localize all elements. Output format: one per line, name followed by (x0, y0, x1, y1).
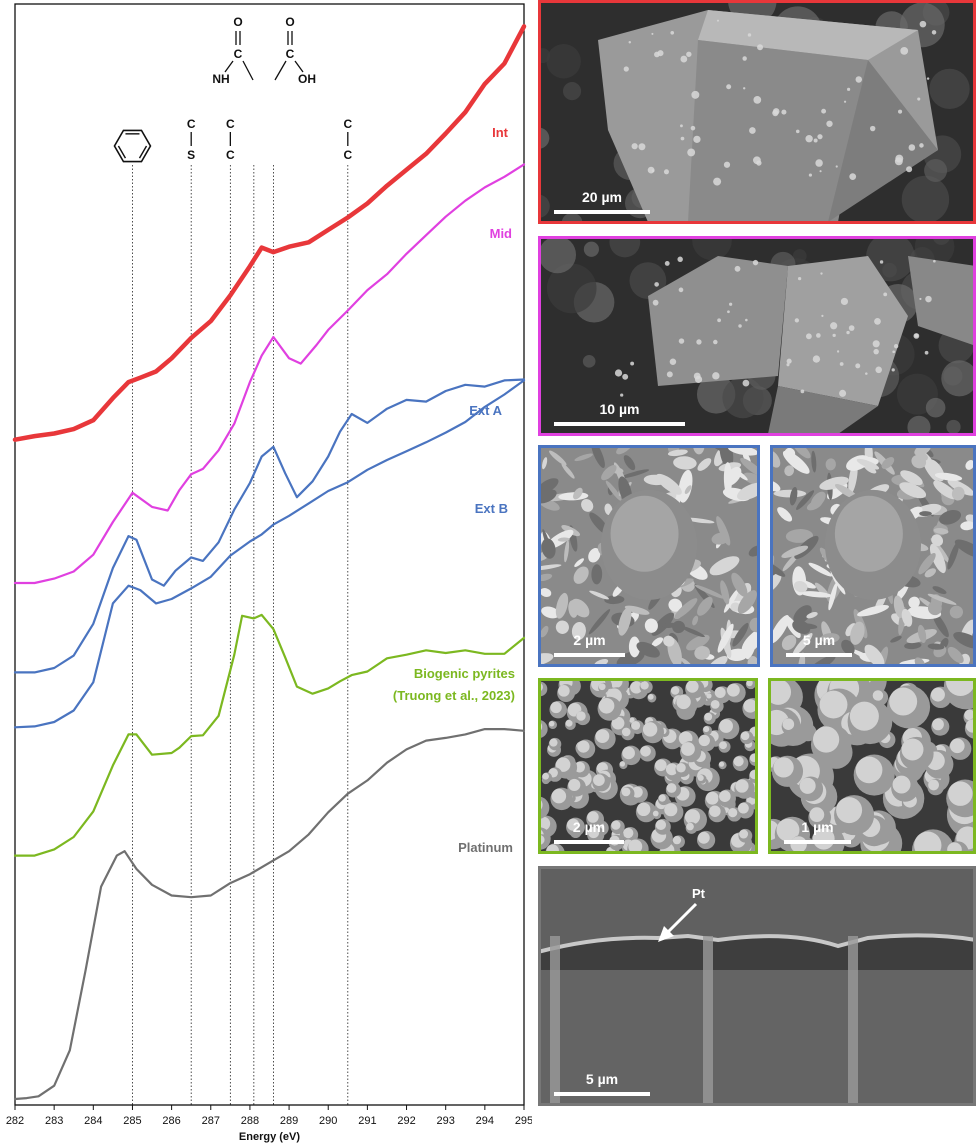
x-tick-label: 283 (45, 1115, 63, 1127)
series-line-biogenic (13, 613, 526, 857)
panel-border (538, 236, 976, 436)
group-atom-label: S (187, 148, 195, 162)
sem-panel-bio-2: 1 µm (768, 678, 976, 854)
benzene-ring-icon (113, 129, 152, 163)
x-tick-label: 282 (6, 1115, 24, 1127)
panel-border (538, 678, 758, 854)
group-atom-label: C (234, 47, 243, 61)
sem-panel-bio-1: 2 µm (538, 678, 758, 854)
sem-panel-pt: Pt 5 µm (538, 866, 976, 1106)
group-atom-label: C (187, 117, 196, 131)
series-line-ext (13, 378, 526, 674)
x-tick-label: 290 (319, 1115, 337, 1127)
sem-image-mid: 10 µm (538, 236, 976, 436)
sem-panel-ext-b: 5 µm (770, 445, 976, 667)
pt-arrowhead (658, 926, 674, 942)
series-line-platinum (13, 728, 526, 1101)
panel-border (538, 0, 976, 224)
x-tick-label: 285 (123, 1115, 141, 1127)
panel-border (768, 678, 976, 854)
sem-panel-mid: 10 µm (538, 236, 976, 436)
series-label: (Truong et al., 2023) (393, 688, 515, 703)
series-label: Biogenic pyrites (414, 666, 515, 681)
group-atom-label: O (285, 15, 294, 29)
series-label: Platinum (458, 840, 513, 855)
scale-bar-label: 20 µm (582, 189, 622, 205)
panel-border (538, 866, 976, 1106)
series-line-mid (13, 163, 526, 585)
sem-image-int: 20 µm (538, 0, 976, 224)
scale-bar-label: 5 µm (803, 632, 835, 648)
series-label: Int (492, 125, 509, 140)
x-tick-label: 288 (241, 1115, 259, 1127)
x-tick-label: 289 (280, 1115, 298, 1127)
sem-image-extA: 2 µm (538, 445, 760, 667)
group-atom-label: NH (212, 72, 229, 86)
amide-group-label: O C NH (212, 15, 254, 86)
x-tick-label: 284 (84, 1115, 102, 1127)
c-s-bond-label: CS (187, 117, 196, 162)
c-c-bond-label: CC (226, 117, 235, 162)
scale-bar-label: 5 µm (586, 1071, 618, 1087)
x-tick-label: 287 (202, 1115, 220, 1127)
group-atom-label: OH (298, 72, 316, 86)
x-tick-label: 293 (437, 1115, 455, 1127)
carboxyl-group-label: O COH (274, 15, 316, 86)
x-tick-label: 295 (515, 1115, 532, 1127)
x-tick-label: 292 (397, 1115, 415, 1127)
scale-bar (554, 210, 650, 214)
sem-image-extB: 5 µm (770, 445, 976, 667)
x-axis-label: Energy (eV) (239, 1131, 300, 1143)
plot-frame (14, 3, 525, 1106)
x-tick-label: 291 (358, 1115, 376, 1127)
pt-label: Pt (692, 886, 706, 901)
scale-bar (554, 1092, 650, 1096)
sem-image-pt: Pt 5 µm (538, 866, 976, 1106)
panel-border (770, 445, 976, 667)
series-line-int (12, 24, 527, 442)
group-atom-label: O (233, 15, 242, 29)
sem-panel-ext-a: 2 µm (538, 445, 760, 667)
panel-border (538, 445, 760, 667)
x-tick-label: 286 (162, 1115, 180, 1127)
series-label: Mid (490, 226, 512, 241)
x-tick-label: 294 (476, 1115, 494, 1127)
pt-arrow (664, 902, 698, 936)
xanes-chart: 282 283 284 285 286 287 288 289 290 291 292 293 294 2… (6, 3, 532, 1143)
scale-bar (554, 840, 624, 844)
scale-bar-label: 10 µm (600, 401, 640, 417)
group-atom-label: C (226, 148, 235, 162)
group-atom-label: C (286, 47, 295, 61)
group-atom-label: C (343, 148, 352, 162)
series-label: Ext A (469, 403, 502, 418)
sem-image-bio2: 1 µm (768, 678, 976, 854)
series-line-ext (13, 379, 526, 729)
scale-bar (554, 653, 625, 657)
series-label: Ext B (475, 501, 508, 516)
c-c-bond-label: CC (343, 117, 352, 162)
sem-panel-int: 20 µm (538, 0, 976, 224)
sem-image-bio1: 2 µm (538, 678, 758, 854)
scale-bar-label: 2 µm (573, 632, 605, 648)
scale-bar (554, 422, 685, 426)
scale-bar (786, 653, 852, 657)
group-atom-label: C (343, 117, 352, 131)
scale-bar-label: 1 µm (801, 819, 833, 835)
group-atom-label: C (226, 117, 235, 131)
scale-bar (784, 840, 851, 844)
scale-bar-label: 2 µm (573, 819, 605, 835)
